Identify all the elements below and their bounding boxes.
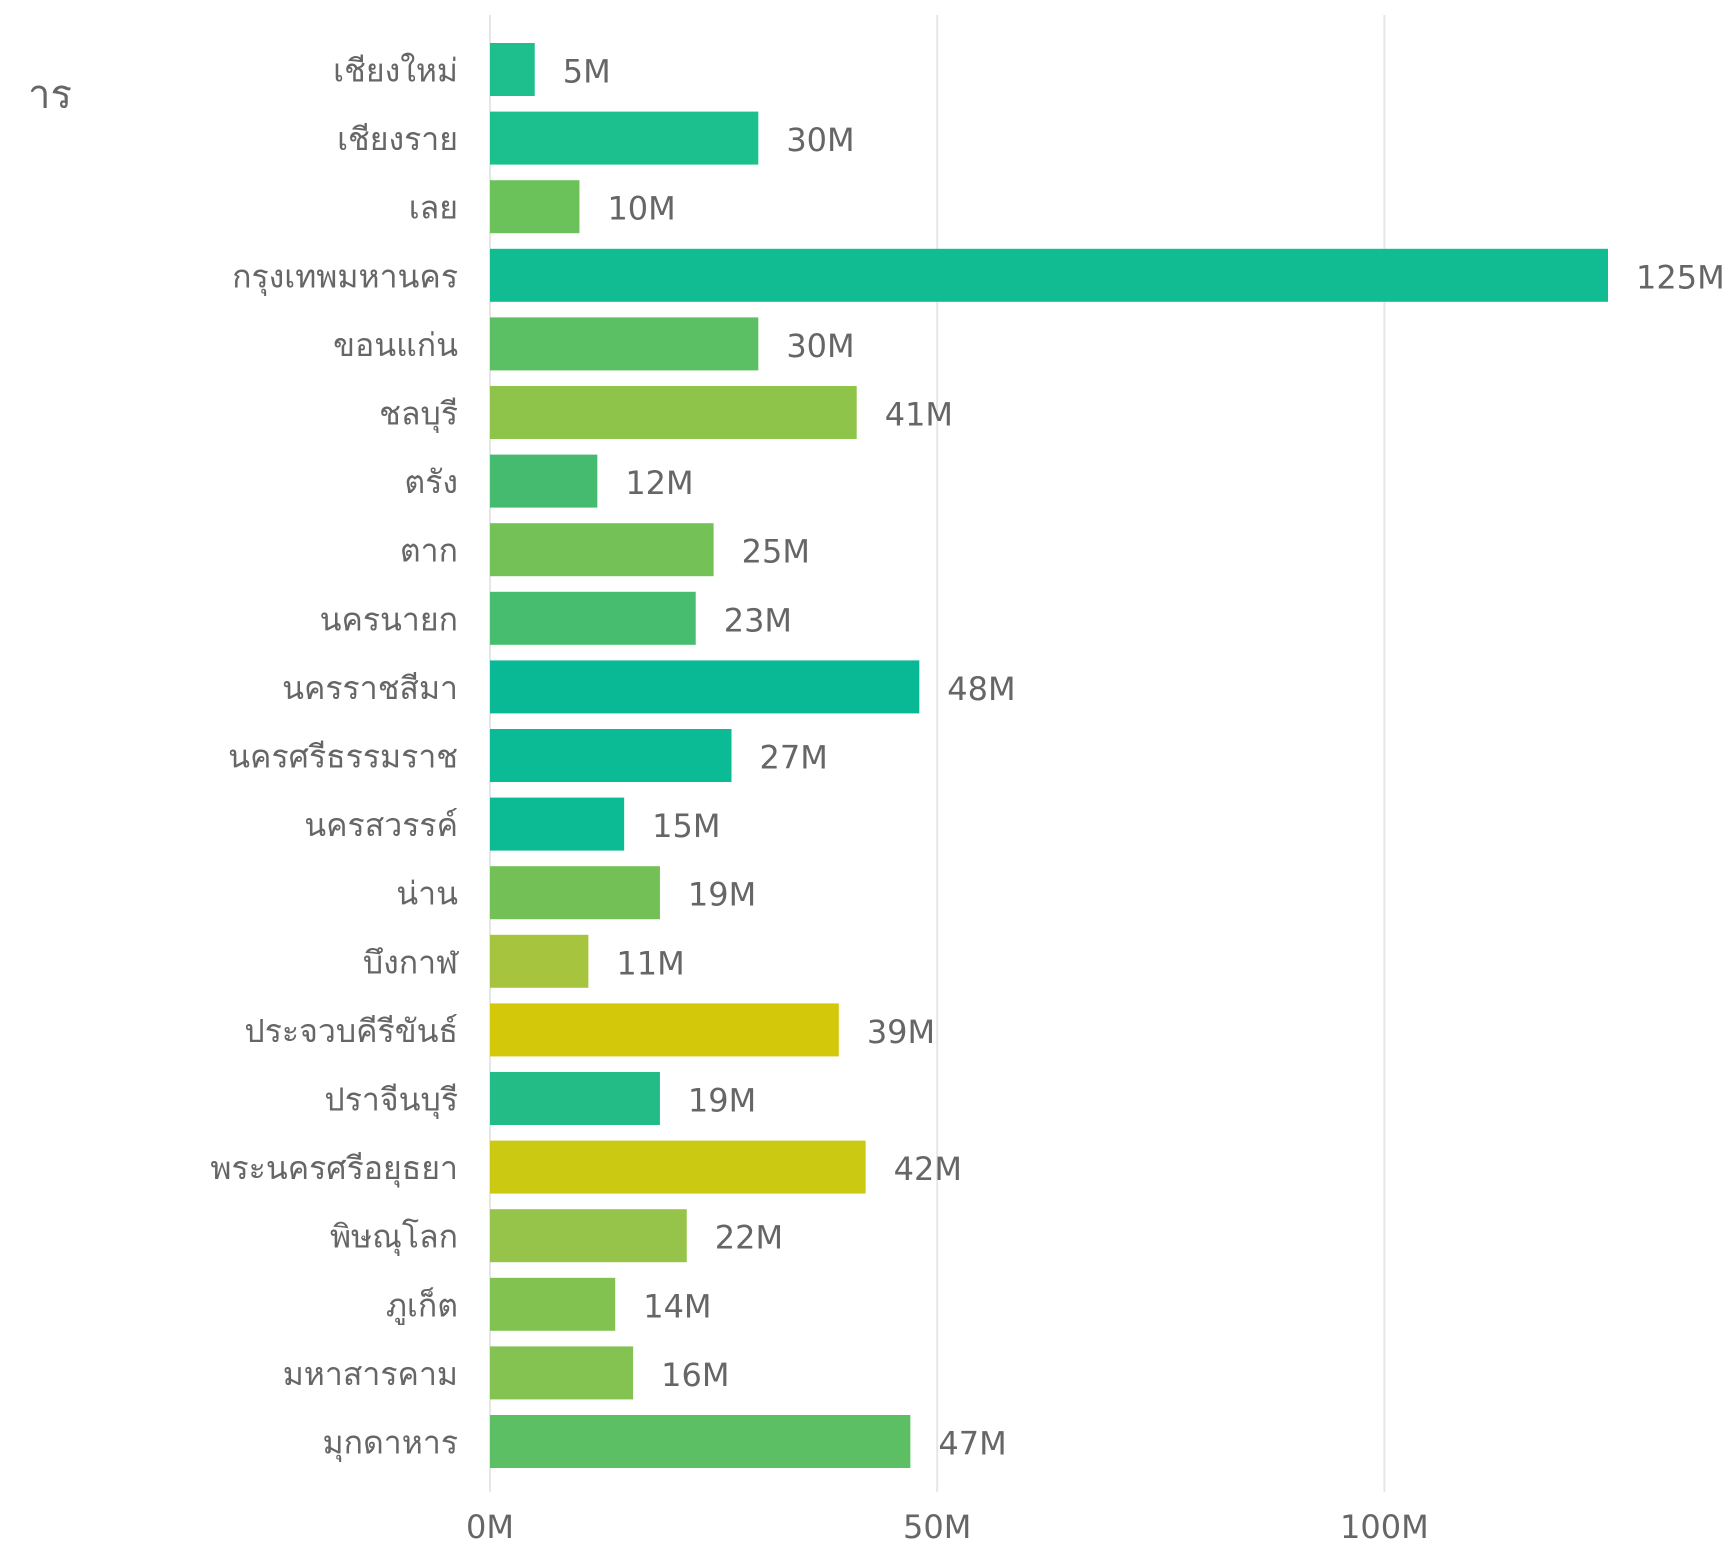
category-label: มุกดาหาร (323, 1424, 458, 1463)
value-labels: 5M30M10M125M30M41M12M25M23M48M27M15M19M1… (563, 53, 1725, 1463)
bar-14[interactable] (490, 934, 589, 988)
category-label: กรุงเทพมหานคร (232, 257, 458, 296)
value-label: 19M (688, 1082, 756, 1120)
value-label: 30M (786, 327, 854, 365)
value-label: 22M (715, 1219, 783, 1257)
bar-5[interactable] (490, 317, 759, 371)
bar-19[interactable] (490, 1277, 616, 1331)
category-label: นครสวรรค์ (304, 806, 458, 844)
value-label: 10M (607, 190, 675, 228)
x-tick-label: 50M (903, 1508, 971, 1546)
category-label: พระนครศรีอยุธยา (210, 1149, 458, 1188)
value-label: 48M (947, 670, 1015, 708)
value-label: 30M (786, 121, 854, 159)
category-label: ภูเก็ต (386, 1286, 458, 1325)
bar-9[interactable] (490, 591, 696, 645)
category-labels: เชียงใหม่เชียงรายเลยกรุงเทพมหานครขอนแก่น… (210, 52, 459, 1463)
category-label: บึงกาฬ (363, 943, 459, 981)
bar-21[interactable] (490, 1415, 911, 1468)
category-label: เชียงใหม่ (333, 52, 458, 90)
category-label: ประจวบคีรีขันธ์ (244, 1012, 458, 1050)
value-label: 47M (938, 1425, 1006, 1463)
category-label: ชลบุรี (379, 395, 458, 434)
bar-17[interactable] (490, 1140, 866, 1194)
category-label: นครนายก (320, 600, 458, 638)
category-label: ตาก (400, 532, 458, 570)
category-label: มหาสารคาม (283, 1355, 458, 1393)
category-label: น่าน (396, 875, 458, 913)
category-label: เชียงราย (337, 120, 458, 158)
bar-4[interactable] (490, 248, 1608, 302)
bar-7[interactable] (490, 454, 598, 508)
value-label: 14M (643, 1287, 711, 1325)
bar-15[interactable] (490, 1003, 839, 1057)
bar-1[interactable] (490, 43, 535, 96)
bar-20[interactable] (490, 1346, 634, 1400)
bar-3[interactable] (490, 180, 580, 234)
bar-12[interactable] (490, 797, 625, 851)
bar-6[interactable] (490, 386, 857, 439)
bars (490, 43, 1608, 1468)
value-label: 41M (885, 396, 953, 434)
category-label: ขอนแก่น (333, 326, 458, 364)
value-label: 11M (616, 944, 684, 982)
value-label: 42M (894, 1150, 962, 1188)
value-label: 27M (759, 739, 827, 777)
category-label: นครศรีธรรมราช (228, 738, 458, 776)
bar-2[interactable] (490, 111, 759, 165)
bar-13[interactable] (490, 866, 660, 920)
category-label: ปราจีนบุรี (324, 1081, 458, 1120)
value-label: 23M (724, 601, 792, 639)
bar-11[interactable] (490, 729, 732, 782)
value-label: 16M (661, 1356, 729, 1394)
category-label: ตรัง (404, 463, 458, 501)
value-label: 19M (688, 876, 756, 914)
bar-18[interactable] (490, 1209, 687, 1263)
value-label: 12M (625, 464, 693, 502)
truncated-side-label: าร (28, 72, 72, 118)
x-axis: 0M 50M 100M (466, 1508, 1429, 1546)
bar-16[interactable] (490, 1072, 660, 1125)
x-tick-label: 100M (1340, 1508, 1429, 1546)
value-label: 15M (652, 807, 720, 845)
value-label: 5M (563, 53, 611, 91)
x-tick-label: 0M (466, 1508, 514, 1546)
category-label: พิษณุโลก (330, 1218, 458, 1257)
value-label: 125M (1636, 258, 1725, 296)
category-label: เลย (409, 189, 458, 227)
value-label: 39M (867, 1013, 935, 1051)
category-label: นครราชสีมา (282, 669, 458, 707)
value-label: 25M (742, 533, 810, 571)
bar-8[interactable] (490, 523, 714, 577)
bar-10[interactable] (490, 660, 920, 714)
